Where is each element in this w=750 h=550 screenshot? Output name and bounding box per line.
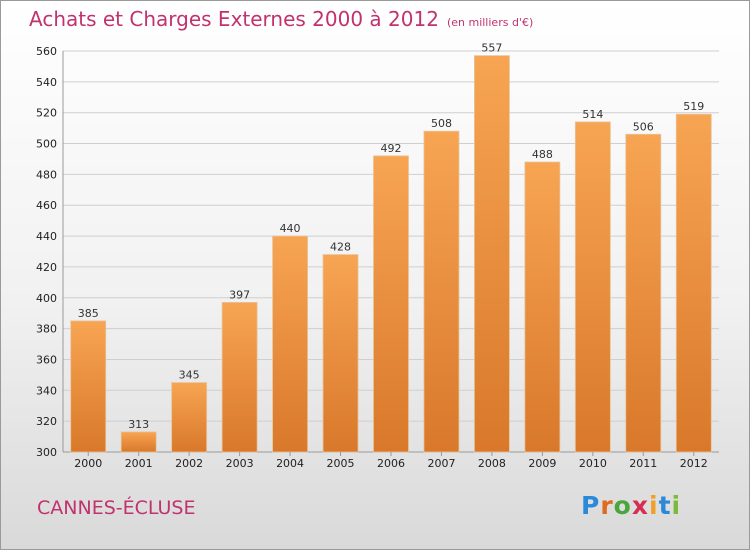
bar — [574, 121, 611, 453]
x-tick-label: 2008 — [478, 457, 506, 470]
bar — [373, 155, 409, 453]
bar-value-label: 428 — [330, 241, 351, 254]
bar-value-label: 345 — [179, 369, 200, 382]
bar — [524, 161, 561, 453]
chart-title: Achats et Charges Externes 2000 à 2012 (e… — [29, 7, 533, 31]
y-tick-label: 520 — [36, 107, 57, 120]
bar-value-label: 506 — [633, 120, 654, 133]
bar — [474, 55, 510, 453]
x-tick-label: 2011 — [629, 457, 657, 470]
y-tick-label: 340 — [36, 384, 57, 397]
x-tick-label: 2000 — [74, 457, 102, 470]
bar-value-label: 508 — [431, 117, 452, 130]
y-tick-label: 420 — [36, 261, 57, 274]
bar — [70, 320, 107, 453]
x-tick-label: 2004 — [276, 457, 304, 470]
bar — [171, 382, 208, 453]
y-tick-label: 460 — [36, 199, 57, 212]
bar — [675, 113, 712, 453]
bar — [423, 130, 460, 453]
x-tick-label: 2009 — [528, 457, 556, 470]
bar-value-label: 557 — [481, 42, 502, 55]
x-tick-label: 2001 — [125, 457, 153, 470]
y-tick-label: 500 — [36, 138, 57, 151]
y-tick-label: 440 — [36, 230, 57, 243]
y-tick-label: 560 — [36, 45, 57, 58]
bar-value-label: 514 — [582, 108, 603, 121]
bar — [322, 254, 359, 453]
bar-value-label: 397 — [229, 288, 250, 301]
y-tick-label: 360 — [36, 353, 57, 366]
bar-value-label: 385 — [78, 307, 99, 320]
bar-value-label: 488 — [532, 148, 553, 161]
y-tick-label: 320 — [36, 415, 57, 428]
x-tick-label: 2006 — [377, 457, 405, 470]
y-tick-label: 300 — [36, 446, 57, 459]
y-tick-label: 540 — [36, 76, 57, 89]
x-tick-label: 2005 — [327, 457, 355, 470]
commune-name: CANNES-ÉCLUSE — [37, 497, 196, 519]
bar — [120, 431, 157, 453]
x-tick-label: 2007 — [427, 457, 455, 470]
y-tick-label: 380 — [36, 323, 57, 336]
chart-subtitle: (en milliers d'€) — [446, 16, 534, 29]
y-tick-label: 480 — [36, 168, 57, 181]
bar-value-label: 440 — [280, 222, 301, 235]
y-tick-label: 400 — [36, 292, 57, 305]
x-tick-label: 2012 — [680, 457, 708, 470]
bar — [272, 235, 308, 453]
bar-value-label: 519 — [683, 100, 704, 113]
bar — [221, 301, 258, 453]
chart-title-text: Achats et Charges Externes 2000 à 2012 — [29, 7, 439, 31]
proxiti-logo: Proxiti — [581, 491, 682, 520]
x-tick-label: 2002 — [175, 457, 203, 470]
bar-value-label: 313 — [128, 418, 149, 431]
x-tick-label: 2003 — [226, 457, 254, 470]
x-tick-label: 2010 — [579, 457, 607, 470]
bar — [625, 133, 662, 453]
bar-value-label: 492 — [381, 142, 402, 155]
